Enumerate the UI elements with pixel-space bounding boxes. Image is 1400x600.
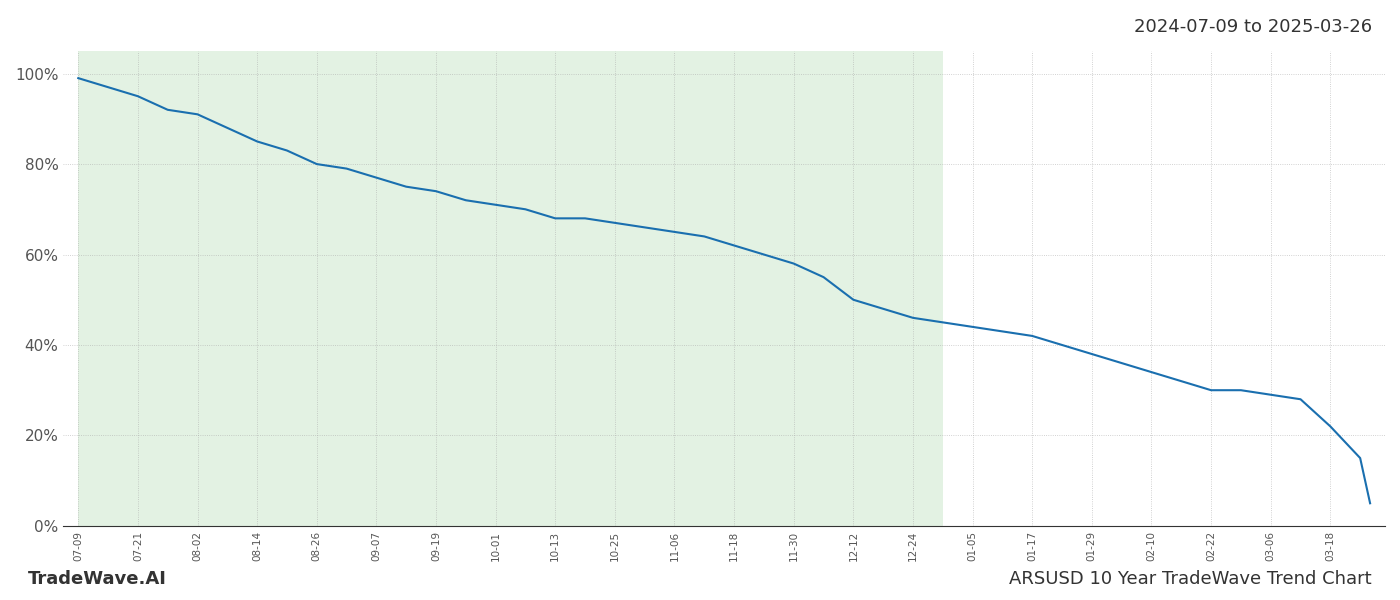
Text: 2024-07-09 to 2025-03-26: 2024-07-09 to 2025-03-26 <box>1134 18 1372 36</box>
Bar <box>78 51 942 526</box>
Text: TradeWave.AI: TradeWave.AI <box>28 570 167 588</box>
Text: ARSUSD 10 Year TradeWave Trend Chart: ARSUSD 10 Year TradeWave Trend Chart <box>1009 570 1372 588</box>
